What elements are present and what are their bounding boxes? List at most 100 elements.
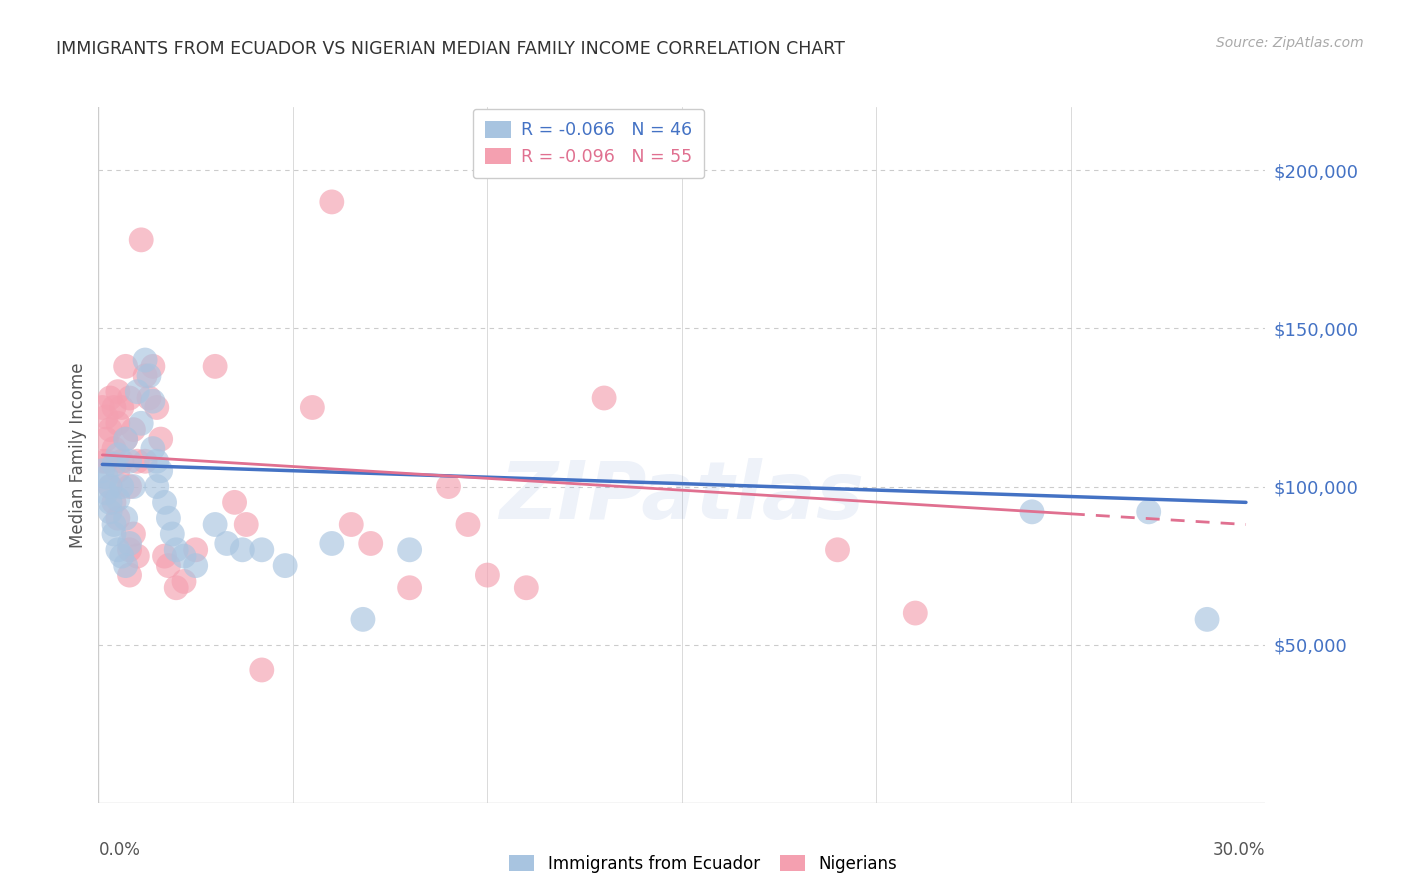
Point	[134, 368, 156, 383]
Point	[457, 517, 479, 532]
Point	[904, 606, 927, 620]
Point	[352, 612, 374, 626]
Point	[111, 401, 134, 415]
Point	[98, 391, 121, 405]
Point	[146, 401, 169, 415]
Point	[103, 442, 125, 456]
Point	[91, 464, 114, 478]
Point	[274, 558, 297, 573]
Point	[165, 542, 187, 557]
Legend: R = -0.066   N = 46, R = -0.096   N = 55: R = -0.066 N = 46, R = -0.096 N = 55	[472, 109, 704, 178]
Point	[118, 454, 141, 468]
Point	[107, 542, 129, 557]
Point	[250, 542, 273, 557]
Point	[107, 384, 129, 399]
Point	[1021, 505, 1043, 519]
Point	[515, 581, 537, 595]
Point	[250, 663, 273, 677]
Point	[215, 536, 238, 550]
Point	[98, 423, 121, 437]
Point	[122, 423, 145, 437]
Point	[96, 454, 118, 468]
Point	[122, 479, 145, 493]
Y-axis label: Median Family Income: Median Family Income	[69, 362, 87, 548]
Point	[114, 359, 136, 374]
Point	[827, 542, 849, 557]
Text: Source: ZipAtlas.com: Source: ZipAtlas.com	[1216, 36, 1364, 50]
Point	[398, 581, 420, 595]
Legend: Immigrants from Ecuador, Nigerians: Immigrants from Ecuador, Nigerians	[502, 848, 904, 880]
Point	[127, 384, 149, 399]
Point	[142, 394, 165, 409]
Text: ZIPatlas: ZIPatlas	[499, 458, 865, 536]
Point	[184, 542, 207, 557]
Point	[138, 391, 160, 405]
Point	[111, 479, 134, 493]
Point	[96, 432, 118, 446]
Text: 30.0%: 30.0%	[1213, 841, 1265, 859]
Point	[1137, 505, 1160, 519]
Point	[235, 517, 257, 532]
Point	[146, 479, 169, 493]
Point	[107, 417, 129, 431]
Text: 0.0%: 0.0%	[98, 841, 141, 859]
Point	[321, 194, 343, 209]
Point	[111, 454, 134, 468]
Point	[224, 495, 246, 509]
Point	[98, 479, 121, 493]
Point	[118, 391, 141, 405]
Point	[153, 495, 176, 509]
Point	[98, 495, 121, 509]
Point	[103, 527, 125, 541]
Point	[114, 432, 136, 446]
Point	[127, 454, 149, 468]
Text: IMMIGRANTS FROM ECUADOR VS NIGERIAN MEDIAN FAMILY INCOME CORRELATION CHART: IMMIGRANTS FROM ECUADOR VS NIGERIAN MEDI…	[56, 40, 845, 58]
Point	[107, 511, 129, 525]
Point	[91, 454, 114, 468]
Point	[114, 511, 136, 525]
Point	[173, 574, 195, 589]
Point	[593, 391, 616, 405]
Point	[184, 558, 207, 573]
Point	[437, 479, 460, 493]
Point	[1195, 612, 1218, 626]
Point	[398, 542, 420, 557]
Point	[321, 536, 343, 550]
Point	[301, 401, 323, 415]
Point	[91, 401, 114, 415]
Point	[173, 549, 195, 563]
Point	[107, 464, 129, 478]
Point	[129, 417, 152, 431]
Point	[142, 359, 165, 374]
Point	[114, 432, 136, 446]
Point	[103, 517, 125, 532]
Point	[103, 458, 125, 472]
Point	[149, 432, 172, 446]
Point	[127, 549, 149, 563]
Point	[134, 353, 156, 368]
Point	[118, 568, 141, 582]
Point	[134, 454, 156, 468]
Point	[103, 495, 125, 509]
Point	[96, 486, 118, 500]
Point	[114, 558, 136, 573]
Point	[149, 464, 172, 478]
Point	[118, 542, 141, 557]
Point	[111, 549, 134, 563]
Point	[204, 517, 226, 532]
Point	[146, 454, 169, 468]
Point	[129, 233, 152, 247]
Point	[165, 581, 187, 595]
Point	[107, 492, 129, 507]
Point	[96, 470, 118, 484]
Point	[98, 479, 121, 493]
Point	[162, 527, 184, 541]
Point	[122, 527, 145, 541]
Point	[157, 558, 180, 573]
Point	[477, 568, 499, 582]
Point	[157, 511, 180, 525]
Point	[96, 409, 118, 424]
Point	[138, 368, 160, 383]
Point	[103, 401, 125, 415]
Point	[360, 536, 382, 550]
